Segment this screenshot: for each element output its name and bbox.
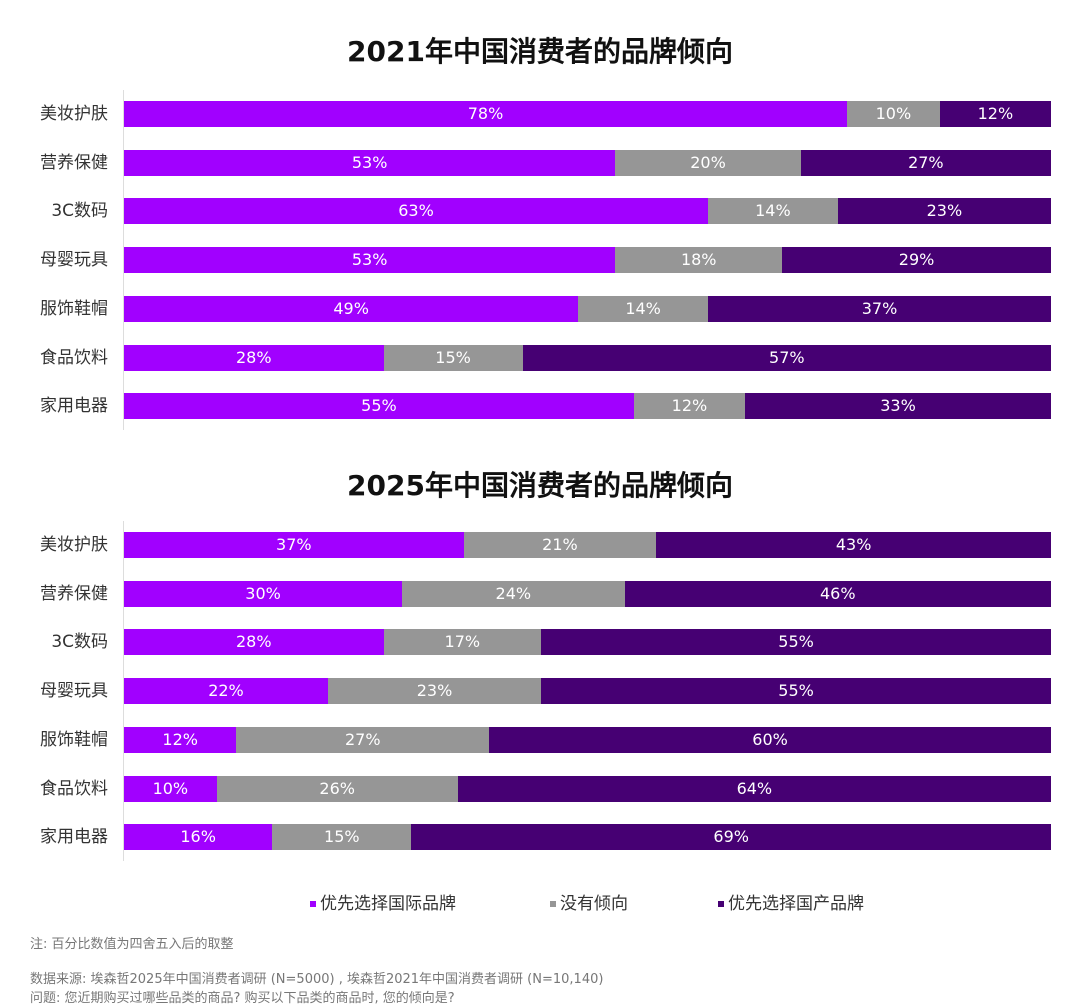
category-label: 营养保健 [40, 152, 108, 173]
bar-segment: 46% [624, 580, 1051, 607]
bar-segment: 20% [615, 149, 801, 176]
category-label: 服饰鞋帽 [40, 298, 108, 319]
bar-segment: 17% [383, 629, 542, 656]
category-label: 食品饮料 [40, 778, 108, 799]
bar-row: 营养保健 30% 24% 46% [0, 580, 1080, 607]
bar-segment: 28% [124, 344, 384, 371]
bar-segment: 53% [124, 149, 616, 176]
bar-segment: 18% [615, 247, 783, 274]
bar-row: 服饰鞋帽 49% 14% 37% [0, 295, 1080, 322]
category-label: 家用电器 [40, 396, 108, 417]
bar-segment: 10% [124, 775, 217, 802]
category-label: 母婴玩具 [40, 250, 108, 271]
category-label: 美妆护肤 [40, 535, 108, 555]
bar-segment: 15% [272, 824, 412, 851]
legend-swatch [310, 901, 316, 907]
bar-row: 家用电器 55% 12% 33% [0, 393, 1080, 420]
bar-row: 服饰鞋帽 12% 27% 60% [0, 726, 1080, 753]
category-label: 营养保健 [40, 583, 108, 604]
bar-segment: 14% [708, 198, 838, 225]
bar-segment: 10% [847, 101, 940, 127]
bar-row: 食品饮料 28% 15% 57% [0, 344, 1080, 371]
bar-segment: 29% [782, 247, 1051, 274]
category-label: 母婴玩具 [40, 681, 108, 702]
bar-row: 美妆护肤 78% 10% 12% [0, 101, 1080, 127]
y-axis-line [123, 521, 124, 861]
bar-row: 母婴玩具 22% 23% 55% [0, 678, 1080, 705]
legend-domestic: 优先选择国产品牌 [718, 889, 864, 914]
category-label: 服饰鞋帽 [40, 729, 108, 750]
bar-segment: 12% [939, 101, 1051, 127]
legend-international: 优先选择国际品牌 [310, 889, 456, 914]
bar-segment: 15% [383, 344, 523, 371]
y-axis-line [123, 90, 124, 430]
bar-segment: 53% [124, 247, 616, 274]
legend-swatch [550, 901, 556, 907]
bar-segment: 28% [124, 629, 384, 656]
bar-segment: 27% [800, 149, 1051, 176]
bar-segment: 12% [633, 393, 746, 420]
bar-segment: 37% [124, 532, 464, 558]
bar-segment: 21% [463, 532, 657, 558]
bar-segment: 22% [124, 678, 328, 705]
bar-segment: 12% [124, 726, 237, 753]
bar-row: 营养保健 53% 20% 27% [0, 149, 1080, 176]
category-label: 食品饮料 [40, 347, 108, 368]
bar-segment: 60% [489, 726, 1051, 753]
legend-label: 优先选择国际品牌 [320, 894, 456, 914]
chart-title-2021: 2021年中国消费者的品牌倾向 [347, 35, 733, 68]
rounding-note: 注: 百分比数值为四舍五入后的取整 [30, 937, 234, 952]
bar-segment: 26% [216, 775, 458, 802]
bar-row: 美妆护肤 37% 21% 43% [0, 532, 1080, 558]
category-label: 3C数码 [51, 201, 108, 222]
bar-segment: 55% [541, 678, 1051, 705]
bar-row: 食品饮料 10% 26% 64% [0, 775, 1080, 802]
category-label: 3C数码 [51, 632, 108, 653]
bar-segment: 55% [541, 629, 1051, 656]
bar-segment: 69% [411, 824, 1051, 851]
bar-segment: 33% [745, 393, 1051, 420]
bar-segment: 78% [124, 101, 848, 127]
legend-neutral: 没有倾向 [550, 889, 628, 914]
bar-segment: 57% [522, 344, 1051, 371]
category-label: 美妆护肤 [40, 104, 108, 124]
bar-row: 母婴玩具 53% 18% 29% [0, 247, 1080, 274]
chart-title-2025: 2025年中国消费者的品牌倾向 [347, 469, 733, 502]
bar-row: 家用电器 16% 15% 69% [0, 824, 1080, 851]
bar-segment: 27% [236, 726, 490, 753]
data-source: 数据来源: 埃森哲2025年中国消费者调研 (N=5000) , 埃森哲2021… [30, 972, 604, 987]
category-label: 家用电器 [40, 827, 108, 848]
bar-segment: 23% [837, 198, 1051, 225]
legend-label: 优先选择国产品牌 [728, 894, 864, 914]
bar-segment: 14% [578, 295, 708, 322]
legend-swatch [718, 901, 724, 907]
bar-segment: 24% [402, 580, 625, 607]
bar-segment: 63% [124, 198, 708, 225]
bar-segment: 49% [124, 295, 579, 322]
survey-question: 问题: 您近期购买过哪些品类的商品? 购买以下品类的商品时, 您的倾向是? [30, 991, 455, 1006]
bar-row: 3C数码 28% 17% 55% [0, 629, 1080, 656]
bar-segment: 64% [457, 775, 1051, 802]
bar-row: 3C数码 63% 14% 23% [0, 198, 1080, 225]
bar-segment: 37% [708, 295, 1051, 322]
bar-segment: 16% [124, 824, 273, 851]
bar-segment: 23% [327, 678, 542, 705]
legend-label: 没有倾向 [560, 894, 628, 914]
bar-segment: 30% [124, 580, 403, 607]
bar-segment: 43% [656, 532, 1051, 558]
bar-segment: 55% [124, 393, 634, 420]
